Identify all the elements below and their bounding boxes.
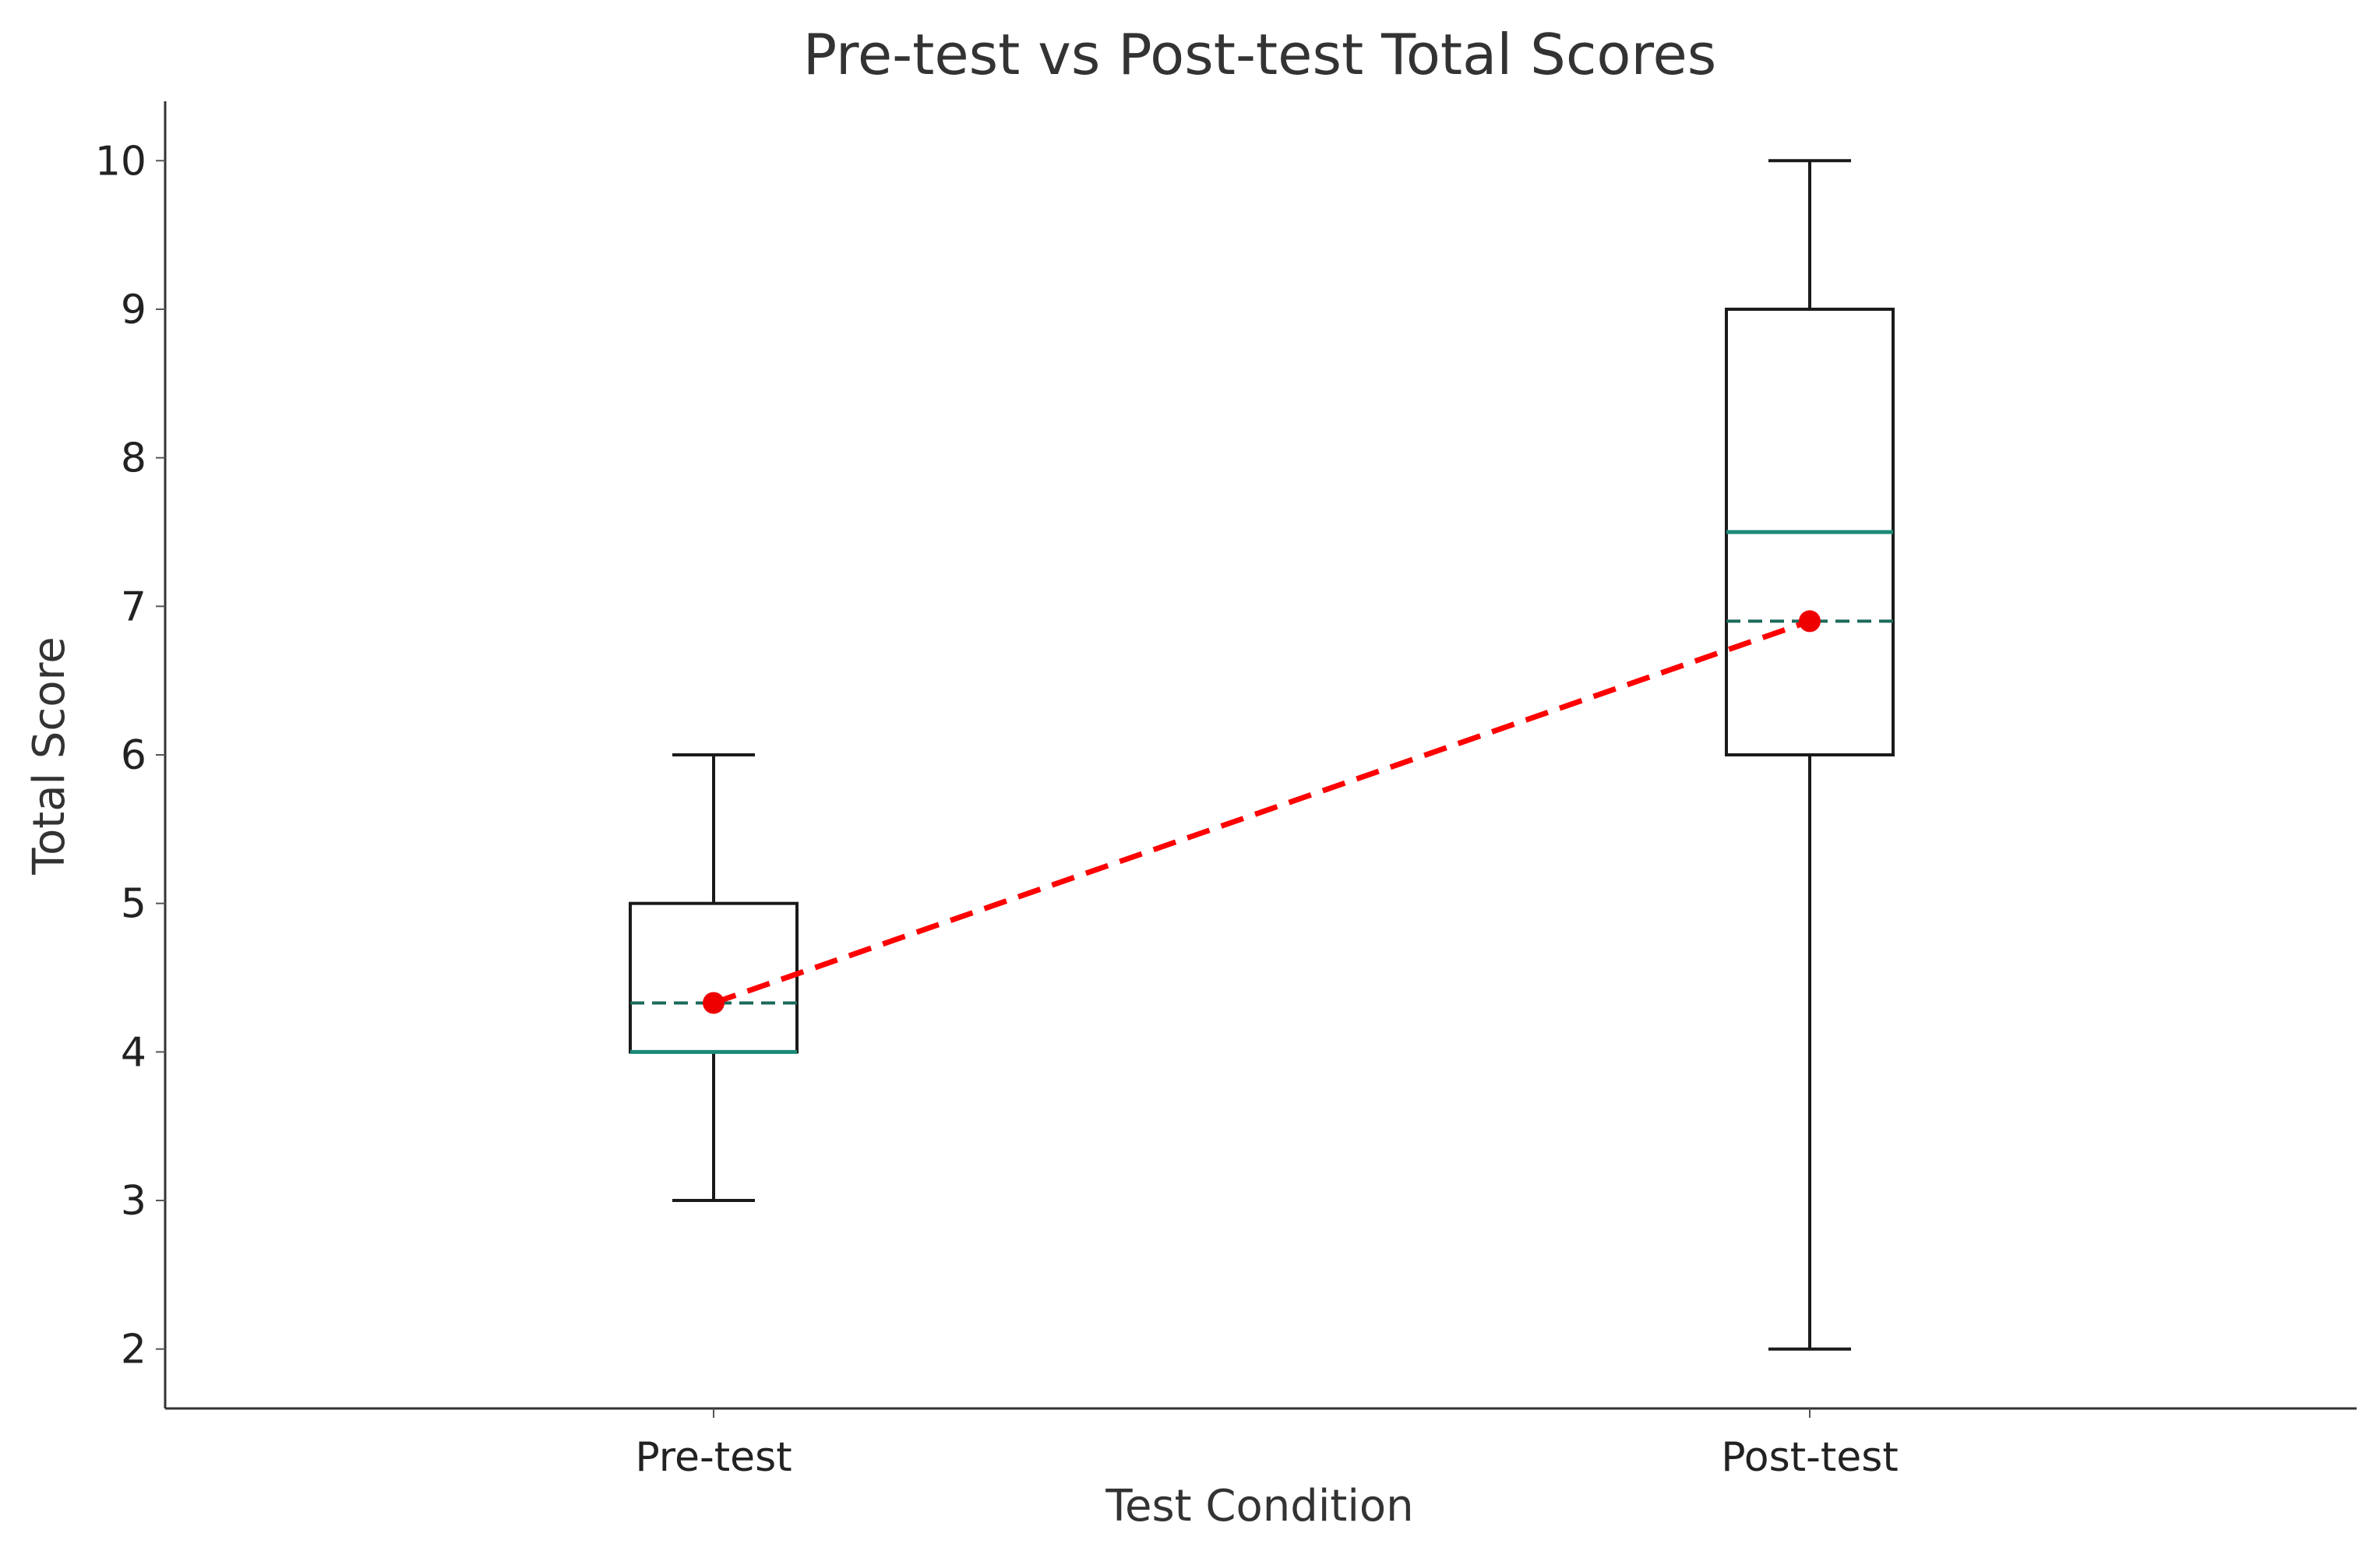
y-tick-label: 5 xyxy=(121,881,146,928)
x-tick-label: Post-test xyxy=(1721,1434,1898,1481)
x-tick-label: Pre-test xyxy=(635,1434,792,1481)
y-tick-label: 8 xyxy=(121,435,146,482)
y-axis-ticks: 2 3 4 5 6 7 8 9 10 xyxy=(95,138,165,1373)
y-axis-label: Total Score xyxy=(24,636,75,875)
y-tick-label: 7 xyxy=(121,583,146,630)
y-tick-label: 6 xyxy=(121,732,146,779)
x-axis-label: Test Condition xyxy=(1105,1481,1413,1532)
x-axis-ticks: Pre-test Post-test xyxy=(635,1408,1899,1481)
y-tick-label: 9 xyxy=(121,287,146,333)
box-series xyxy=(629,159,1895,1351)
box-post-test xyxy=(1725,159,1895,1351)
mean-point-post-test xyxy=(1799,610,1821,633)
chart-title: Pre-test vs Post-test Total Scores xyxy=(803,22,1717,87)
mean-trend xyxy=(703,610,1821,1014)
y-tick-label: 4 xyxy=(121,1029,146,1076)
y-tick-label: 3 xyxy=(121,1178,146,1225)
y-tick-label: 10 xyxy=(95,138,146,185)
iqr-box xyxy=(629,901,799,1054)
mean-trend-line xyxy=(712,619,1811,1006)
y-tick-label: 2 xyxy=(121,1327,146,1373)
box-pre-test xyxy=(629,753,799,1203)
mean-point-pre-test xyxy=(703,992,725,1014)
axes xyxy=(164,101,2357,1410)
